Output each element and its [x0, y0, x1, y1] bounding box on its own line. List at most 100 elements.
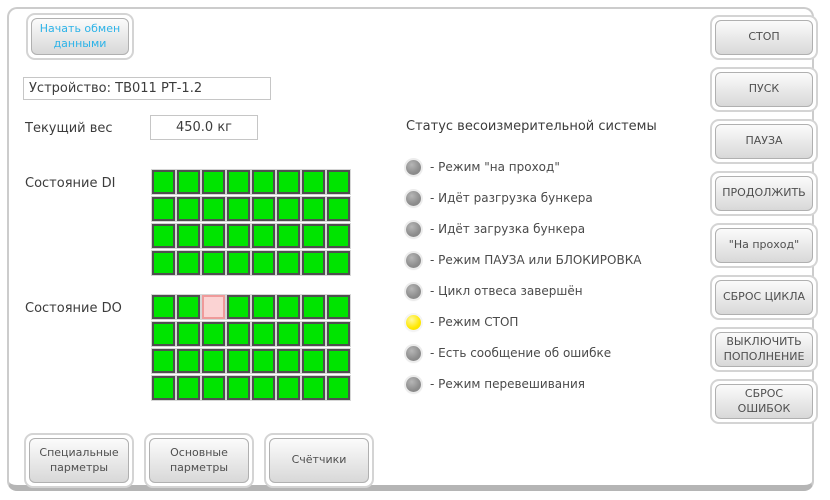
do-cell-r3c7	[327, 376, 350, 400]
do-cell-r2c3	[227, 349, 250, 373]
do-cell-r2c6	[302, 349, 325, 373]
status-led-icon	[406, 345, 421, 361]
di-cell-r2c3	[227, 224, 250, 248]
do-cell-r2c4	[252, 349, 275, 373]
di-cell-r0c2	[202, 170, 225, 194]
counters-label: Счётчики	[291, 453, 347, 467]
di-cell-r0c0	[152, 170, 175, 194]
disable-refill-button[interactable]: ВЫКЛЮЧИТЬ ПОПОЛНЕНИЕ	[710, 327, 818, 372]
do-cell-r1c6	[302, 322, 325, 346]
start-button[interactable]: ПУСК	[710, 67, 818, 112]
do-cell-r2c5	[277, 349, 300, 373]
do-state-label: Состояние DO	[25, 301, 122, 316]
button-face: СБРОС ЦИКЛА	[715, 280, 813, 315]
do-cell-r3c6	[302, 376, 325, 400]
do-cell-r1c2	[202, 322, 225, 346]
button-face: Основные парметры	[149, 438, 249, 483]
di-cell-r3c0	[152, 251, 175, 275]
di-cell-r1c1	[177, 197, 200, 221]
do-cell-r2c1	[177, 349, 200, 373]
right-button-column: СТОП ПУСК ПАУЗА ПРОДОЛЖИТЬ "На проход" СБРОС …	[710, 15, 818, 424]
bottom-button-row: Специальные парметры Основные парметры Счё…	[24, 433, 374, 488]
do-cell-r3c0	[152, 376, 175, 400]
button-face: Счётчики	[269, 438, 369, 483]
button-face: СТОП	[715, 20, 813, 55]
status-led-icon	[406, 159, 421, 175]
do-cell-r0c1	[177, 295, 200, 319]
di-cell-r1c3	[227, 197, 250, 221]
special-params-button[interactable]: Специальные парметры	[24, 433, 134, 488]
main-params-button[interactable]: Основные парметры	[144, 433, 254, 488]
start-exchange-label: Начать обмен данными	[39, 22, 121, 50]
di-cell-r2c5	[277, 224, 300, 248]
pause-button[interactable]: ПАУЗА	[710, 119, 818, 164]
status-item-6: - Есть сообщение об ошибке	[406, 345, 641, 361]
do-cell-r0c0	[152, 295, 175, 319]
counters-button[interactable]: Счётчики	[264, 433, 374, 488]
status-led-icon	[406, 314, 421, 330]
button-face: СБРОС ОШИБОК	[715, 384, 813, 419]
status-led-icon	[406, 221, 421, 237]
status-led-icon	[406, 283, 421, 299]
di-cell-r1c6	[302, 197, 325, 221]
di-cell-r3c3	[227, 251, 250, 275]
button-face: ПРОДОЛЖИТЬ	[715, 176, 813, 211]
do-cell-r0c6	[302, 295, 325, 319]
do-cell-r3c2	[202, 376, 225, 400]
reset-cycle-label: СБРОС ЦИКЛА	[722, 290, 806, 304]
di-cell-r0c6	[302, 170, 325, 194]
do-cell-r3c5	[277, 376, 300, 400]
di-cell-r3c6	[302, 251, 325, 275]
status-led-icon	[406, 252, 421, 268]
do-cell-r2c7	[327, 349, 350, 373]
pause-label: ПАУЗА	[745, 134, 783, 148]
di-cell-r2c4	[252, 224, 275, 248]
status-item-7: - Режим перевешивания	[406, 376, 641, 392]
di-cell-r0c7	[327, 170, 350, 194]
do-grid	[152, 295, 350, 400]
di-cell-r3c2	[202, 251, 225, 275]
status-item-label: - Режим ПАУЗА или БЛОКИРОВКА	[430, 253, 642, 267]
reset-cycle-button[interactable]: СБРОС ЦИКЛА	[710, 275, 818, 320]
di-cell-r1c0	[152, 197, 175, 221]
status-item-2: - Идёт загрузка бункера	[406, 221, 641, 237]
do-cell-r1c4	[252, 322, 275, 346]
status-item-label: - Идёт разгрузка бункера	[430, 191, 593, 205]
di-cell-r3c7	[327, 251, 350, 275]
start-exchange-button[interactable]: Начать обмен данными	[26, 13, 134, 60]
status-item-label: - Режим перевешивания	[430, 377, 585, 391]
disable-refill-label: ВЫКЛЮЧИТЬ ПОПОЛНЕНИЕ	[723, 335, 805, 363]
di-cell-r2c6	[302, 224, 325, 248]
do-cell-r3c3	[227, 376, 250, 400]
current-weight-label: Текущий вес	[25, 121, 113, 136]
reset-errors-button[interactable]: СБРОС ОШИБОК	[710, 379, 818, 424]
do-cell-r2c0	[152, 349, 175, 373]
device-field[interactable]: Устройство: ТВ011 РТ-1.2	[23, 77, 271, 100]
do-cell-r0c7	[327, 295, 350, 319]
di-cell-r1c4	[252, 197, 275, 221]
di-cell-r1c7	[327, 197, 350, 221]
status-item-label: - Цикл отвеса завершён	[430, 284, 583, 298]
do-cell-r0c2	[202, 295, 225, 319]
button-face: Специальные парметры	[29, 438, 129, 483]
di-cell-r1c5	[277, 197, 300, 221]
di-cell-r0c4	[252, 170, 275, 194]
stop-button[interactable]: СТОП	[710, 15, 818, 60]
continue-button[interactable]: ПРОДОЛЖИТЬ	[710, 171, 818, 216]
main-params-label: Основные парметры	[169, 446, 229, 474]
pass-through-button[interactable]: "На проход"	[710, 223, 818, 268]
status-item-1: - Идёт разгрузка бункера	[406, 190, 641, 206]
di-cell-r3c4	[252, 251, 275, 275]
do-cell-r0c5	[277, 295, 300, 319]
di-cell-r2c1	[177, 224, 200, 248]
status-item-label: - Идёт загрузка бункера	[430, 222, 586, 236]
di-cell-r2c7	[327, 224, 350, 248]
do-cell-r1c0	[152, 322, 175, 346]
di-grid	[152, 170, 350, 275]
do-cell-r3c1	[177, 376, 200, 400]
reset-errors-label: СБРОС ОШИБОК	[737, 387, 791, 415]
pass-through-label: "На проход"	[728, 238, 800, 252]
di-cell-r2c2	[202, 224, 225, 248]
start-label: ПУСК	[748, 82, 780, 96]
button-face: Начать обмен данными	[31, 18, 129, 55]
